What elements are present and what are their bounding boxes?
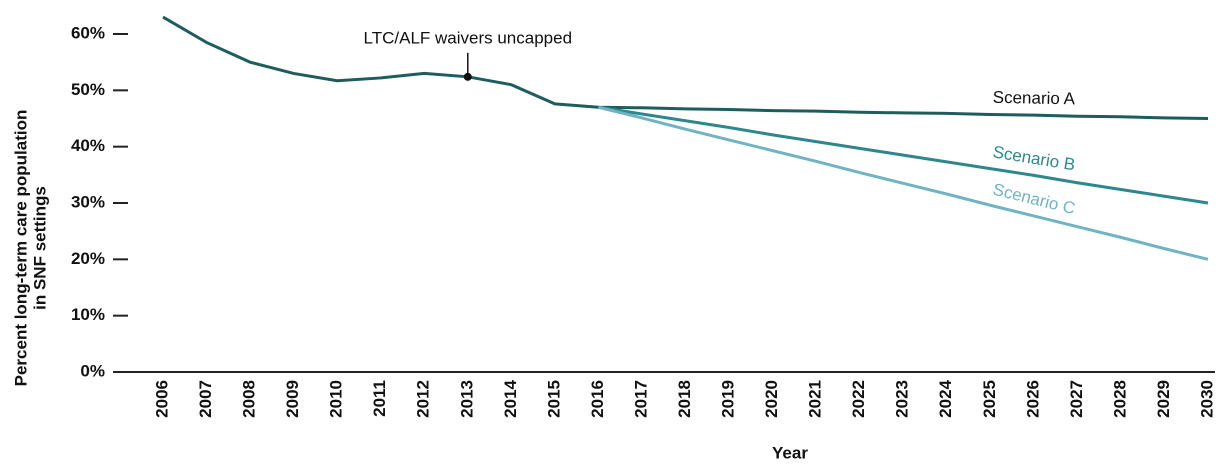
x-tick-label: 2030 xyxy=(1197,380,1216,418)
y-tick-label: 30% xyxy=(71,192,105,211)
x-tick-label: 2021 xyxy=(806,380,825,418)
annotation-point xyxy=(463,72,472,81)
series-label: Scenario C xyxy=(991,180,1077,219)
x-tick-label: 2025 xyxy=(980,380,999,418)
x-axis-label: Year xyxy=(772,443,808,462)
x-tick-label: 2008 xyxy=(240,380,259,418)
x-tick-label: 2023 xyxy=(893,380,912,418)
x-tick-label: 2012 xyxy=(414,380,433,418)
y-tick-label: 0% xyxy=(80,361,105,380)
x-tick-label: 2017 xyxy=(631,380,650,418)
x-tick-label: 2016 xyxy=(588,380,607,418)
y-tick-label: 10% xyxy=(71,305,105,324)
x-tick-label: 2027 xyxy=(1067,380,1086,418)
x-tick-label: 2009 xyxy=(283,380,302,418)
x-tick-label: 2007 xyxy=(196,380,215,418)
line-series xyxy=(162,15,1209,120)
x-tick-label: 2006 xyxy=(152,380,171,418)
x-tick-label: 2011 xyxy=(370,380,389,417)
x-tick-label: 2014 xyxy=(501,379,520,417)
y-tick-label: 60% xyxy=(71,23,105,42)
x-tick-label: 2019 xyxy=(719,380,738,418)
x-tick-label: 2022 xyxy=(849,380,868,418)
y-tick-label: 40% xyxy=(71,136,105,155)
y-tick-label: 20% xyxy=(71,249,105,268)
y-axis-label: Percent long-term care population xyxy=(11,110,30,387)
y-tick-label: 50% xyxy=(71,80,105,99)
x-tick-label: 2028 xyxy=(1110,380,1129,418)
line-series xyxy=(598,105,1209,261)
annotation-text: LTC/ALF waivers uncapped xyxy=(364,28,573,47)
x-tick-label: 2015 xyxy=(544,380,563,418)
y-axis-label: in SNF settings xyxy=(30,186,49,310)
x-tick-label: 2024 xyxy=(936,379,955,417)
x-tick-label: 2026 xyxy=(1023,380,1042,418)
x-tick-label: 2018 xyxy=(675,380,694,418)
x-tick-label: 2029 xyxy=(1154,380,1173,418)
x-tick-label: 2013 xyxy=(457,380,476,418)
series-label: Scenario A xyxy=(993,88,1076,109)
line-series xyxy=(598,105,1209,205)
x-tick-label: 2020 xyxy=(762,380,781,418)
x-tick-label: 2010 xyxy=(327,380,346,418)
